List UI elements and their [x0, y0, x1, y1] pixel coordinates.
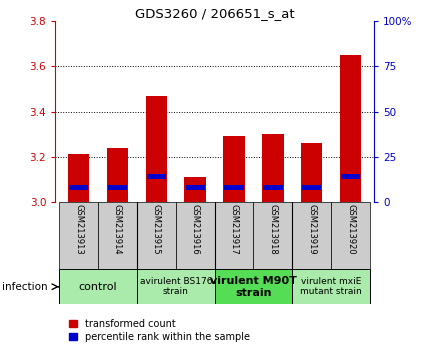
Bar [292, 269, 370, 304]
Bar [224, 136, 245, 202]
Bar [262, 134, 283, 202]
Bar [215, 269, 292, 304]
Text: GSM213914: GSM213914 [113, 204, 122, 255]
Text: GSM213913: GSM213913 [74, 204, 83, 255]
Bar [137, 269, 215, 304]
Text: GSM213917: GSM213917 [230, 204, 238, 255]
Bar [107, 148, 128, 202]
Bar [176, 202, 215, 269]
Bar [301, 143, 323, 202]
Bar [292, 202, 331, 269]
Text: GSM213915: GSM213915 [152, 204, 161, 255]
Text: GSM213918: GSM213918 [269, 204, 278, 255]
Title: GDS3260 / 206651_s_at: GDS3260 / 206651_s_at [135, 7, 295, 20]
Bar [253, 202, 292, 269]
Text: avirulent BS176
strain: avirulent BS176 strain [139, 277, 212, 296]
Bar [69, 185, 88, 190]
Bar [184, 177, 206, 202]
Bar [59, 269, 137, 304]
Bar [146, 96, 167, 202]
Bar [215, 202, 253, 269]
Bar [98, 202, 137, 269]
Text: control: control [79, 282, 117, 292]
Text: virulent M90T
strain: virulent M90T strain [210, 276, 297, 298]
Bar [68, 154, 89, 202]
Bar [59, 202, 98, 269]
Text: virulent mxiE
mutant strain: virulent mxiE mutant strain [300, 277, 362, 296]
Text: infection: infection [2, 282, 48, 292]
Text: GSM213919: GSM213919 [307, 204, 316, 255]
Bar [147, 175, 166, 179]
Bar [340, 55, 361, 202]
Bar [302, 185, 321, 190]
Bar [331, 202, 370, 269]
Bar [341, 175, 360, 179]
Bar [224, 185, 244, 190]
Legend: transformed count, percentile rank within the sample: transformed count, percentile rank withi… [68, 319, 250, 342]
Text: GSM213916: GSM213916 [191, 204, 200, 255]
Bar [108, 185, 127, 190]
Text: GSM213920: GSM213920 [346, 204, 355, 255]
Bar [186, 185, 205, 190]
Bar [137, 202, 176, 269]
Bar [264, 185, 283, 190]
